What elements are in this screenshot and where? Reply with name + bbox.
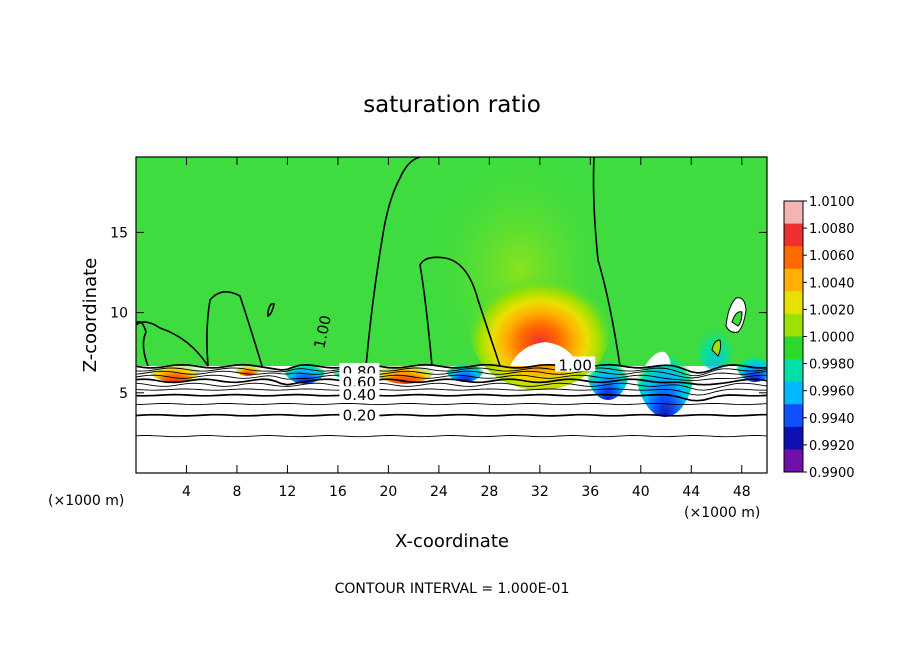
contour-line (136, 435, 767, 438)
contour-interval-note: CONTOUR INTERVAL = 1.000E-01 (335, 581, 570, 597)
y-tick-label: 10 (110, 306, 128, 322)
contour-line (136, 363, 767, 374)
white-spot-right (645, 351, 671, 366)
contour-line (136, 413, 767, 417)
colorbar-swatch (784, 449, 803, 473)
colorbar-label: 1.0100 (809, 195, 855, 210)
x-tick-label: 12 (279, 484, 297, 500)
colorbar-label: 0.9900 (809, 466, 855, 481)
x-unit-right: (×1000 m) (684, 505, 760, 521)
blob-upper-right (711, 297, 747, 357)
x-axis-ticks: 4 8 12 16 20 24 28 32 36 40 44 48 (182, 157, 751, 500)
contour-label-bg (339, 373, 380, 389)
x-tick-label: 28 (480, 484, 498, 500)
x-tick-label: 36 (581, 484, 599, 500)
cool-patch-1 (283, 348, 327, 384)
contour-label-bg (339, 386, 380, 402)
colorbar-swatch (784, 201, 803, 225)
colorbar-label: 0.9920 (809, 439, 855, 454)
heatmap-field: 1.001.000.800.600.400.20 (136, 157, 767, 473)
colorbar-label: 1.0020 (809, 303, 855, 318)
y-axis-ticks: 5 10 15 (110, 225, 767, 402)
colorbar-label: 0.9940 (809, 412, 855, 427)
colorbar-swatch (784, 268, 803, 292)
colorbar-swatch (784, 426, 803, 450)
contour-labels: 1.001.000.800.600.400.20 (310, 314, 596, 424)
contour-line (136, 374, 767, 381)
chart-title: saturation ratio (363, 92, 541, 118)
colorbar-label: 1.0080 (809, 222, 855, 237)
contour-line (136, 388, 767, 396)
x-tick-label: 40 (632, 484, 650, 500)
contour-label: 0.20 (343, 406, 376, 424)
colorbar-label: 1.0060 (809, 249, 855, 264)
contour-line (136, 370, 767, 379)
plot-frame (135, 156, 768, 474)
colorbar-swatch (784, 223, 803, 247)
colorbar-label: 1.0000 (809, 331, 855, 346)
colorbar-swatch (784, 313, 803, 337)
colorbar-swatch (784, 336, 803, 360)
contours-1-00 (136, 157, 621, 367)
contour-line (136, 402, 767, 406)
x-tick-label: 8 (232, 484, 241, 500)
x-tick-label: 32 (531, 484, 549, 500)
x-axis-title: X-coordinate (395, 531, 509, 552)
x-tick-label: 44 (682, 484, 700, 500)
contour-label-bg (339, 406, 380, 422)
colorbar-swatch (784, 359, 803, 383)
colorbar-swatch (784, 246, 803, 270)
x-unit-left: (×1000 m) (48, 493, 124, 509)
cool-patch-6 (693, 290, 737, 370)
x-tick-label: 16 (329, 484, 347, 500)
contour-line (136, 378, 767, 386)
y-tick-label: 5 (119, 386, 128, 402)
colorbar-swatch (784, 404, 803, 428)
contour-line (136, 367, 767, 377)
colorbar-label: 0.9960 (809, 385, 855, 400)
x-tick-label: 48 (733, 484, 751, 500)
cool-patch-3 (445, 350, 485, 382)
contour-label-bg (555, 356, 596, 372)
colorbar-label: 0.9980 (809, 358, 855, 373)
colorbar-swatch (784, 291, 803, 315)
x-tick-label: 24 (430, 484, 448, 500)
contour-label: 1.00 (558, 357, 591, 375)
contour-line (136, 382, 767, 391)
y-tick-label: 15 (110, 225, 128, 241)
x-tick-label: 4 (182, 484, 191, 500)
x-tick-label: 20 (379, 484, 397, 500)
contour-label: 0.40 (343, 386, 376, 404)
warm-patch-3 (373, 348, 437, 384)
colorbar-label: 1.0040 (809, 276, 855, 291)
low-level-contours (136, 363, 767, 438)
colorbar-swatch (784, 381, 803, 405)
y-axis-title: Z-coordinate (80, 258, 101, 373)
contour-line (136, 393, 767, 402)
colorbar: 1.0100 1.0080 1.0060 1.0040 1.0020 1.0000 0.99… (783, 195, 855, 481)
